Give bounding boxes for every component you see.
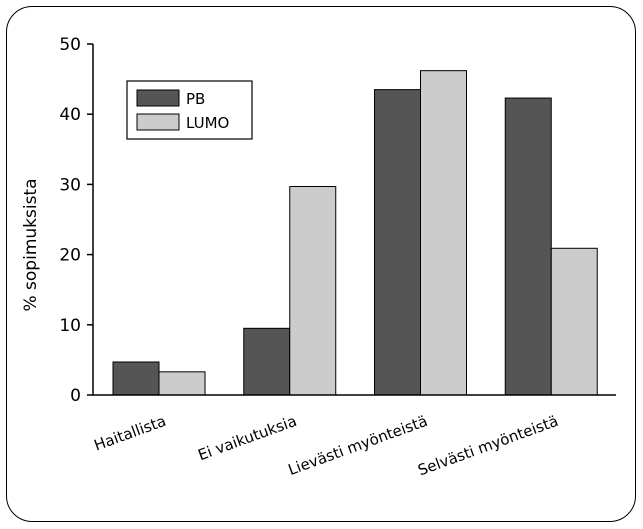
legend-swatch-lumo <box>136 113 180 131</box>
bar-pb-2 <box>243 327 291 396</box>
legend-swatch-pb <box>136 89 180 107</box>
y-tick-label: 50 <box>59 35 81 55</box>
y-tick-label: 40 <box>59 105 81 125</box>
y-ticks-group: 0 10 20 30 40 50 <box>59 35 93 406</box>
legend-label-lumo: LUMO <box>186 114 229 132</box>
category-label: Haitallista <box>92 412 169 455</box>
y-tick-label: 20 <box>59 246 81 266</box>
y-axis-label: % sopimuksista <box>21 178 41 311</box>
category-label: Selvästi myönteistä <box>415 412 560 480</box>
bar-lumo-3 <box>420 70 467 396</box>
bar-lumo-2 <box>289 186 337 396</box>
legend: PB LUMO <box>126 80 253 140</box>
axes-group <box>92 44 616 396</box>
category-label: Ei vaikutuksia <box>196 412 300 464</box>
y-tick-label: 30 <box>59 175 81 195</box>
bar-lumo-1 <box>158 371 206 396</box>
bar-pb-1 <box>112 361 160 396</box>
bar-pb-3 <box>374 89 421 396</box>
bar-pb-4 <box>504 97 552 396</box>
category-label: Lievästi myönteistä <box>286 412 430 479</box>
bars-group <box>112 70 598 396</box>
y-tick-label: 0 <box>70 386 81 406</box>
bar-lumo-4 <box>550 247 598 396</box>
y-tick-label: 10 <box>59 316 81 336</box>
legend-label-pb: PB <box>186 90 205 108</box>
